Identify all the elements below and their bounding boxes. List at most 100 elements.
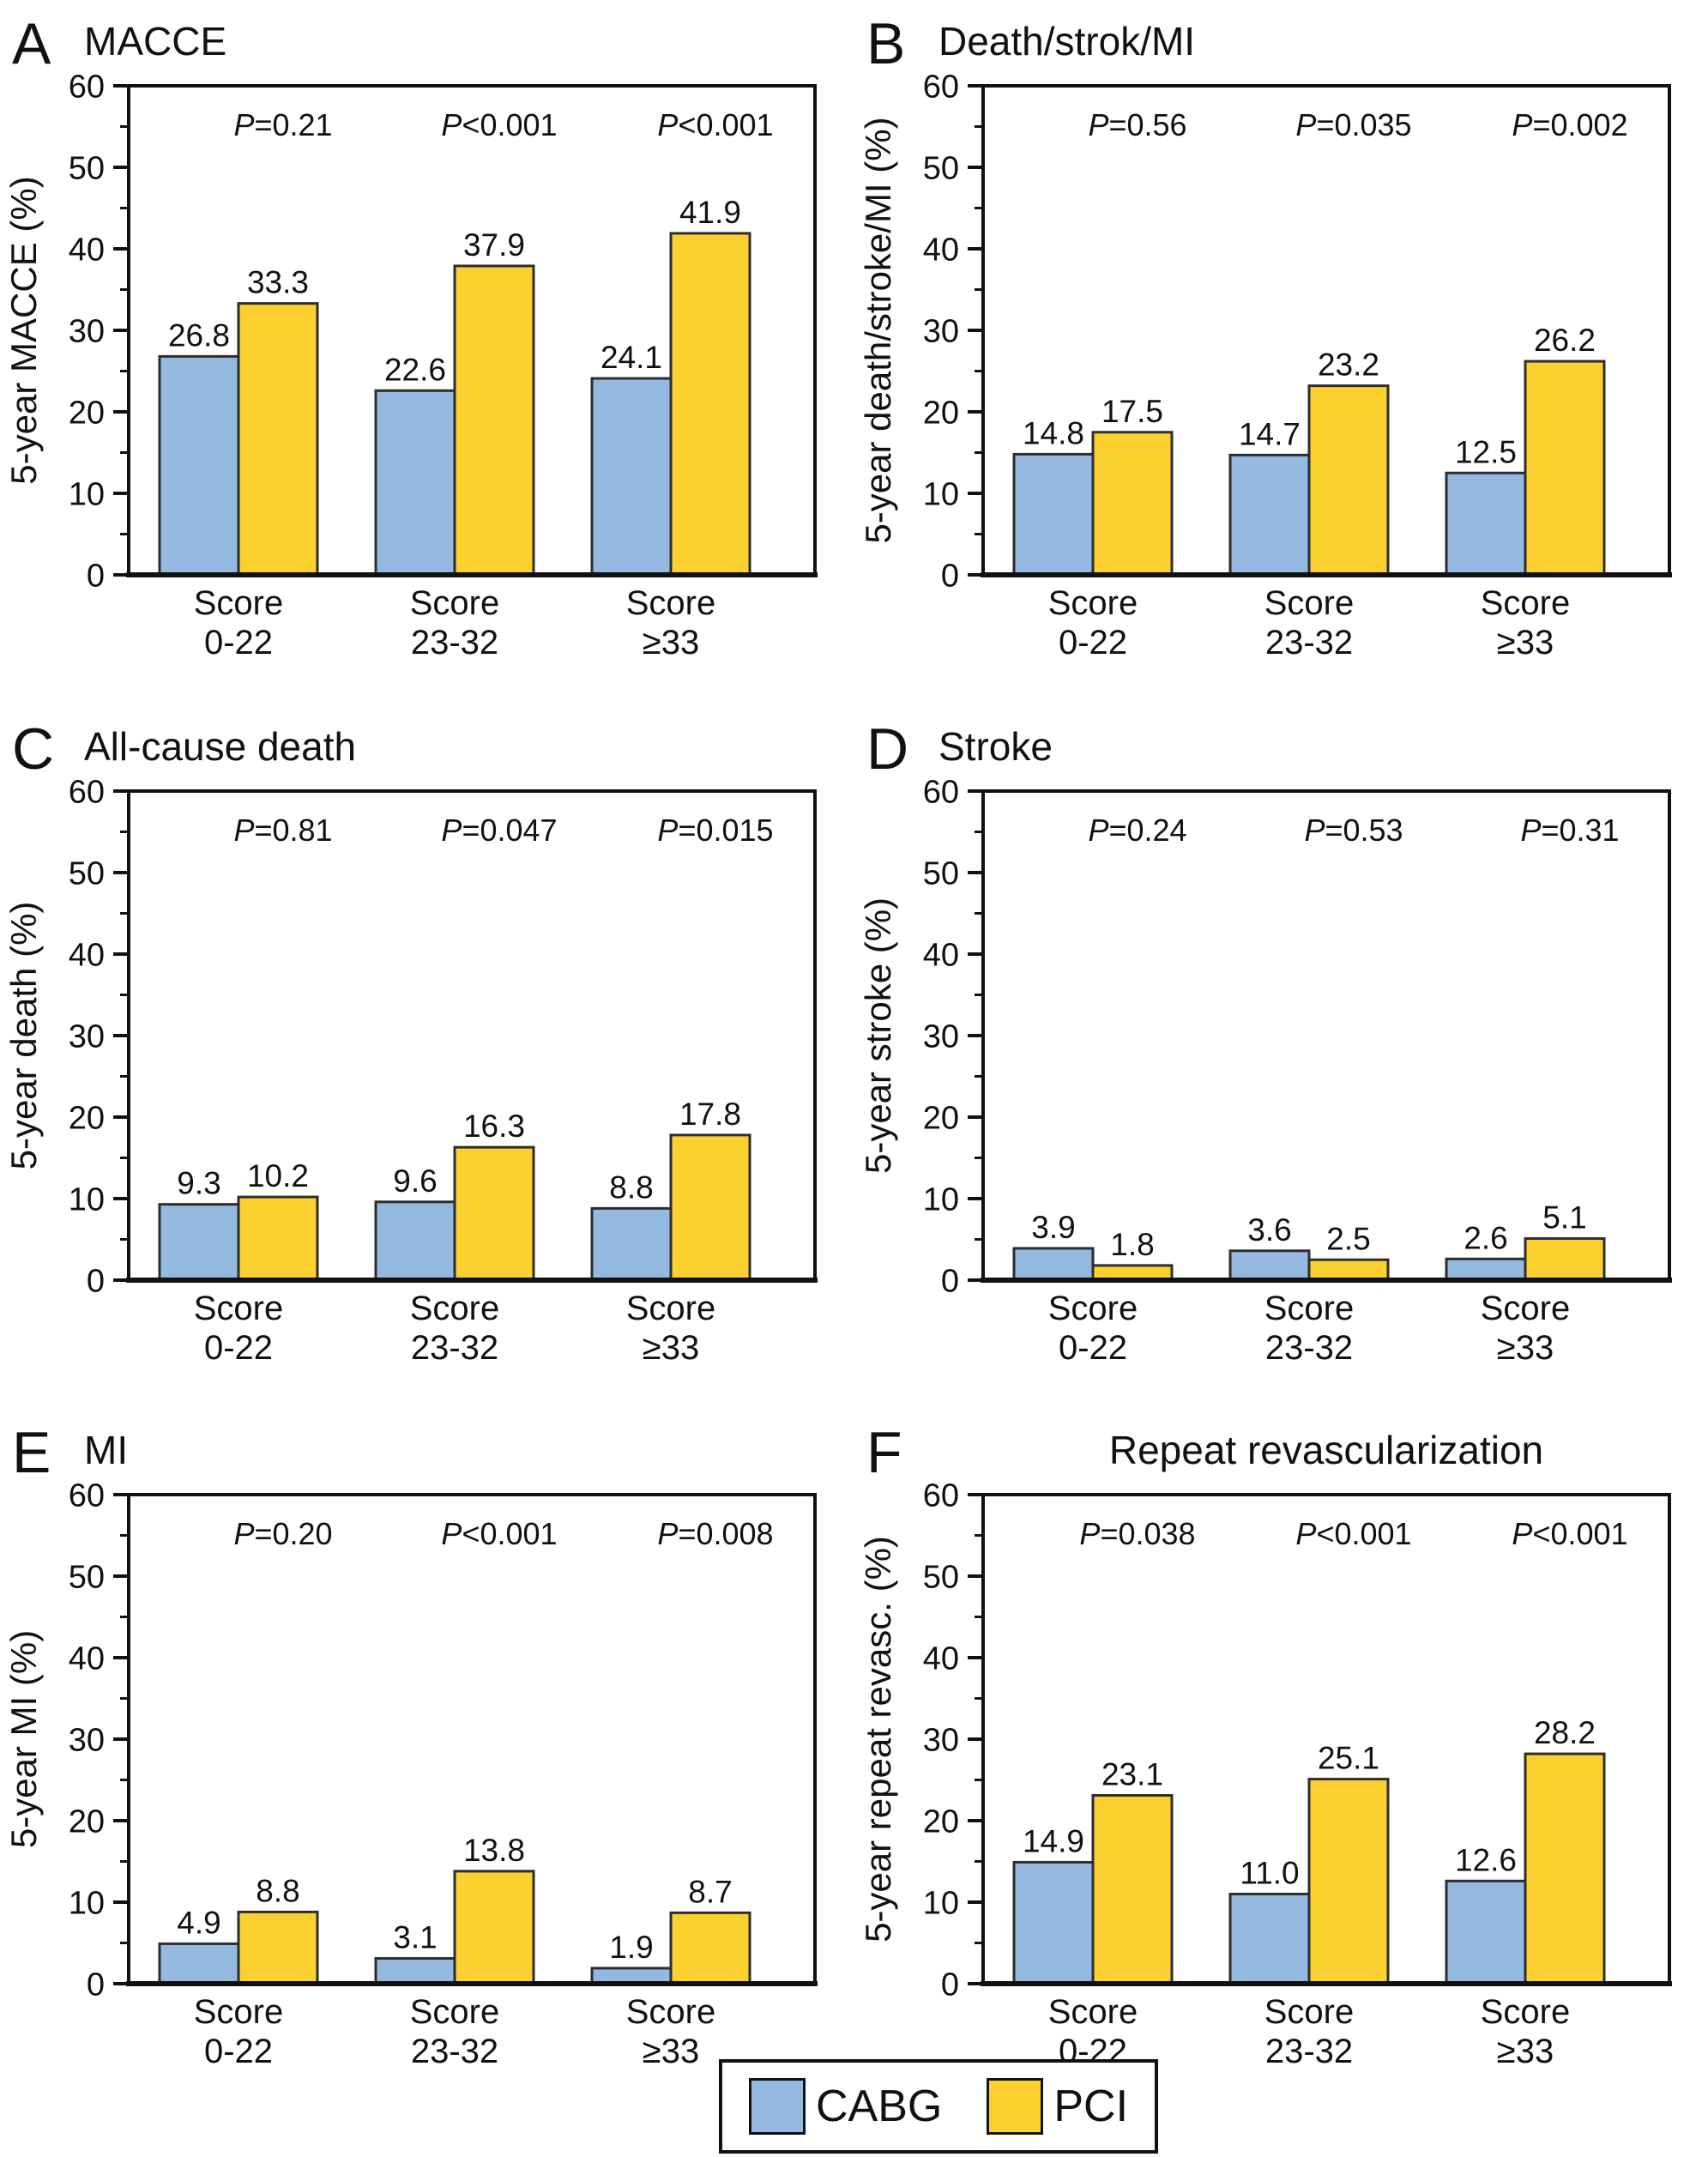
bar-value-label: 2.6 <box>1464 1220 1507 1255</box>
y-tick-label: 10 <box>923 1885 959 1921</box>
bar-cabg-group2 <box>590 377 673 577</box>
x-category-label-line1: Score <box>194 1290 284 1327</box>
x-category-label-line2: 0-22 <box>1059 1329 1127 1367</box>
chart-canvas-C: C All-cause death 0 10 20 30 40 50 60 5-year deat… <box>3 716 818 1367</box>
y-axis: 0 10 20 30 40 50 60 <box>923 69 983 594</box>
y-tick-label: 10 <box>923 476 959 512</box>
bar-pci-group2 <box>669 1133 751 1282</box>
legend-label-pci: PCI <box>1053 2081 1129 2131</box>
y-tick-label: 20 <box>923 1100 959 1136</box>
bar-value-label: 14.7 <box>1239 416 1301 451</box>
bar-value-label: 3.9 <box>1031 1210 1075 1245</box>
y-axis-label: 5-year MACCE (%) <box>3 176 44 484</box>
panel-title: All-cause death <box>84 724 356 769</box>
y-tick-label: 20 <box>923 395 959 431</box>
bar-value-label: 1.9 <box>609 1930 653 1965</box>
x-category-label-line1: Score <box>626 584 716 622</box>
x-category-label-line1: Score <box>1048 584 1138 622</box>
y-tick-label: 30 <box>923 313 959 349</box>
x-category-label-line2: 23-32 <box>411 1329 498 1367</box>
y-tick-label: 50 <box>69 1559 105 1595</box>
x-category-label-line2: 23-32 <box>1265 2033 1353 2070</box>
bar-value-label: 22.6 <box>384 352 446 387</box>
panel-title: Stroke <box>938 724 1053 769</box>
bar-pci-group0 <box>237 1910 319 1985</box>
bar-pci-group1 <box>1307 1778 1390 1985</box>
chart-canvas-B: B Death/strok/MI 0 10 20 30 40 50 60 5-year death… <box>858 11 1672 662</box>
p-value: P=0.008 <box>657 1516 773 1551</box>
x-category-label-line1: Score <box>410 584 500 622</box>
y-axis-label: 5-year death/stroke/MI (%) <box>858 117 898 543</box>
chart-canvas-F: F Repeat revascularization 0 10 20 30 40 50 60 5-… <box>858 1420 1672 2070</box>
bar-value-label: 3.6 <box>1247 1212 1291 1248</box>
p-value: P<0.001 <box>1295 1516 1411 1551</box>
y-tick-label: 50 <box>923 855 959 891</box>
p-value: P=0.31 <box>1520 813 1619 848</box>
bar-value-label: 2.5 <box>1326 1221 1370 1256</box>
bar-cabg-group1 <box>1228 1893 1311 1985</box>
bar-value-label: 33.3 <box>247 265 309 300</box>
bar-value-label: 3.1 <box>393 1920 437 1955</box>
y-tick-label: 20 <box>69 1804 105 1840</box>
panel-letter: B <box>866 11 905 76</box>
bar-pci-group1 <box>1307 1258 1390 1282</box>
panel-death-stroke-mi: B Death/strok/MI 0 10 20 30 40 50 60 5-year death… <box>854 0 1708 695</box>
p-value: P=0.015 <box>657 813 773 848</box>
bar-value-label: 23.2 <box>1318 347 1379 383</box>
p-value: P=0.81 <box>233 813 332 848</box>
y-tick-label: 20 <box>923 1804 959 1840</box>
y-tick-label: 10 <box>69 1885 105 1921</box>
x-category-label-line1: Score <box>1048 1290 1138 1327</box>
y-tick-label: 0 <box>941 1263 959 1299</box>
x-category-label-line1: Score <box>1481 584 1571 622</box>
p-value: P<0.001 <box>441 107 557 142</box>
bar-pci-group1 <box>453 264 535 577</box>
x-category-label-line2: ≥33 <box>1497 624 1554 662</box>
panel-letter: C <box>12 716 54 782</box>
y-tick-label: 40 <box>923 232 959 268</box>
y-tick-label: 50 <box>923 150 959 186</box>
bar-value-label: 10.2 <box>247 1158 309 1193</box>
x-category-label-line2: 23-32 <box>411 624 498 662</box>
y-tick-label: 0 <box>941 558 959 594</box>
bar-value-label: 9.3 <box>177 1166 220 1201</box>
p-value: P=0.038 <box>1079 1516 1195 1551</box>
y-tick-label: 60 <box>69 1477 105 1514</box>
bar-value-label: 26.8 <box>168 317 230 353</box>
bar-value-label: 12.5 <box>1455 434 1517 469</box>
x-category-label-line2: ≥33 <box>1497 1329 1554 1367</box>
y-tick-label: 20 <box>69 395 105 431</box>
chart-canvas-E: E MI 0 10 20 30 40 50 60 5-year MI (%) P=0.20 4.9 8.… <box>3 1420 818 2070</box>
cabg-swatch-icon <box>748 2078 806 2135</box>
bar-cabg-group2 <box>1445 471 1527 577</box>
y-tick-label: 30 <box>69 313 105 349</box>
x-category-label-line2: ≥33 <box>643 2033 699 2070</box>
panel-all-cause-death: C All-cause death 0 10 20 30 40 50 60 5-year deat… <box>0 705 854 1400</box>
bar-value-label: 11.0 <box>1240 1856 1299 1891</box>
bar-value-label: 1.8 <box>1110 1227 1154 1262</box>
y-axis: 0 10 20 30 40 50 60 <box>69 1477 129 2003</box>
bar-cabg-group0 <box>1012 452 1095 577</box>
y-axis-label: 5-year MI (%) <box>3 1630 44 1848</box>
bar-cabg-group0 <box>1012 1247 1095 1282</box>
y-axis-label: 5-year repeat revasc. (%) <box>858 1536 898 1943</box>
x-category-label-line1: Score <box>194 1993 284 2031</box>
legend-entry-pci: PCI <box>987 2078 1128 2135</box>
panel-letter: F <box>866 1420 902 1485</box>
y-tick-label: 60 <box>69 69 105 105</box>
panel-mi: E MI 0 10 20 30 40 50 60 5-year MI (%) P=0.20 4.9 8.… <box>0 1409 854 2104</box>
panel-macce: A MACCE 0 10 20 30 40 50 60 5-year MACCE (%) P=0.2… <box>0 0 854 695</box>
bar-pci-group1 <box>453 1145 535 1282</box>
x-category-label-line1: Score <box>410 1290 500 1327</box>
y-tick-label: 50 <box>923 1559 959 1595</box>
bar-value-label: 14.8 <box>1023 415 1084 450</box>
bar-value-label: 17.5 <box>1101 394 1163 429</box>
bar-value-label: 12.6 <box>1455 1842 1517 1877</box>
x-category-label-line2: 23-32 <box>1265 624 1353 662</box>
y-tick-label: 40 <box>69 1640 105 1677</box>
y-tick-label: 0 <box>87 1263 105 1299</box>
y-tick-label: 40 <box>923 937 959 973</box>
legend-entry-cabg: CABG <box>748 2078 942 2135</box>
p-value: P=0.53 <box>1304 813 1403 848</box>
p-value: P=0.56 <box>1088 107 1186 142</box>
